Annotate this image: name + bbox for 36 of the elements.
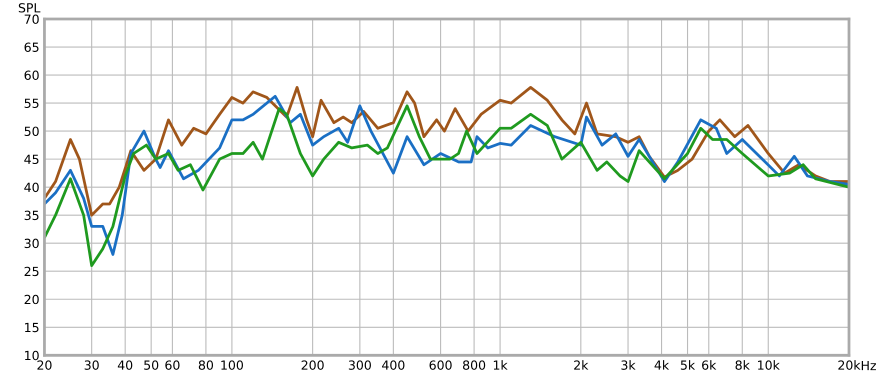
y-tick-label: 65 [24, 42, 38, 52]
x-tick-label: 800 [463, 360, 486, 370]
x-tick-label: 20k [838, 360, 861, 370]
x-axis-title: Hz [862, 360, 876, 370]
y-tick-label: 10 [25, 350, 39, 360]
x-tick-label: 80 [198, 360, 214, 370]
x-tick-label: 4k [654, 360, 670, 370]
y-tick-label: 25 [24, 266, 38, 276]
y-tick-label: 45 [24, 154, 38, 164]
x-tick-label: 2k [574, 360, 588, 370]
x-tick-label: 1k [494, 360, 508, 370]
x-tick-label: 400 [382, 360, 404, 370]
x-tick-label: 10k [758, 360, 780, 370]
y-tick-label: 50 [24, 126, 39, 136]
x-tick-label: 600 [430, 360, 452, 370]
y-tick-label: 70 [24, 14, 39, 24]
y-tick-label: 30 [24, 238, 39, 248]
x-tick-label: 5k [680, 360, 696, 370]
x-tick-label: 200 [302, 360, 324, 370]
x-tick-label: 50 [144, 360, 158, 370]
x-tick-label: 3k [621, 360, 636, 370]
x-tick-label: 6k [702, 360, 716, 370]
y-tick-label: 40 [24, 182, 39, 192]
x-tick-label: 300 [348, 360, 371, 370]
y-axis-title: SPL [18, 3, 40, 13]
x-tick-label: 40 [118, 360, 132, 370]
y-tick-label: 60 [24, 70, 39, 80]
y-tick-label: 55 [24, 98, 38, 108]
x-tick-label: 20 [37, 360, 52, 370]
x-tick-label: 30 [84, 360, 99, 370]
x-tick-label: 8k [736, 360, 750, 370]
y-tick-label: 15 [25, 322, 38, 332]
x-tick-label: 60 [165, 360, 180, 370]
x-tick-label: 100 [221, 360, 243, 370]
y-tick-label: 35 [24, 210, 38, 220]
y-tick-label: 20 [24, 294, 39, 304]
